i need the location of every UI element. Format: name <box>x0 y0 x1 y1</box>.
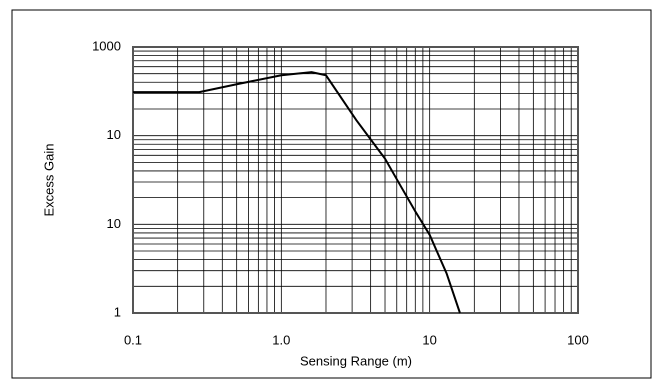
frame <box>11 9 652 379</box>
plot-border <box>132 46 579 314</box>
y-tick-label: 10 <box>107 127 121 142</box>
line <box>133 71 461 314</box>
y-tick-label: 10 <box>107 216 121 231</box>
y-tick-label: 1 <box>114 304 121 319</box>
x-tick-label: 1.0 <box>272 332 290 347</box>
x-tick-label: 10 <box>422 332 436 347</box>
x-tick-label: 100 <box>567 332 589 347</box>
y-tick-label: 1000 <box>92 38 121 53</box>
x-axis-label: Sensing Range (m) <box>300 353 412 368</box>
x-tick-label: 0.1 <box>124 332 142 347</box>
y-axis-label: Excess Gain <box>41 144 56 217</box>
